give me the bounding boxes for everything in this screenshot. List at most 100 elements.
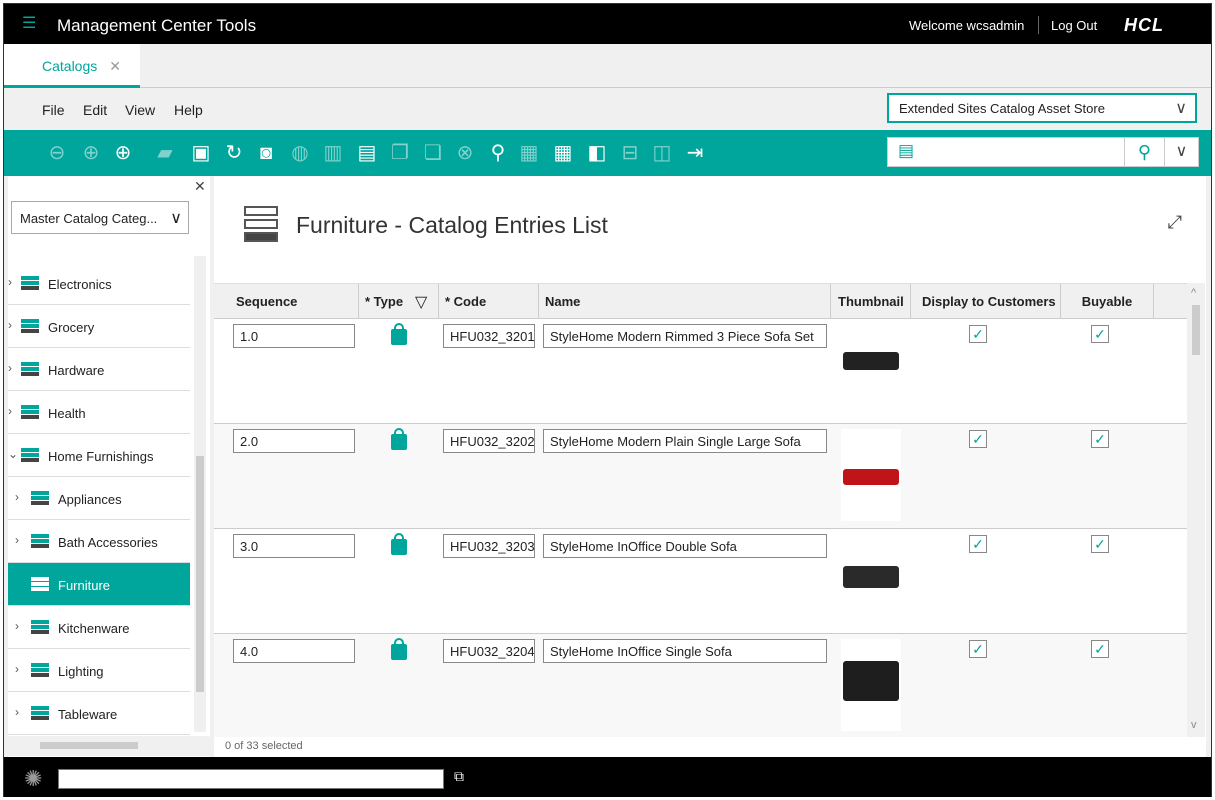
chevron-down-icon[interactable]: ⌄ [8,447,19,461]
column-display-to-customers[interactable]: Display to Customers [911,284,1061,319]
name-input[interactable]: StyleHome InOffice Double Sofa [543,534,827,558]
sequence-input[interactable]: 1.0 [233,324,355,348]
open-window-icon[interactable]: ⧉ [454,768,464,784]
tree-item[interactable]: › Hardware [8,348,190,391]
store-selector[interactable]: Extended Sites Catalog Asset Store ∨ [887,93,1197,123]
menu-icon[interactable]: ☰ [22,15,37,32]
forward-icon[interactable]: ⊕ [82,142,100,164]
table-row[interactable]: 2.0 HFU032_3202 StyleHome Modern Plain S… [214,424,1187,529]
chevron-right-icon[interactable]: › [15,533,19,547]
back-icon[interactable]: ⊖ [48,142,66,164]
preview-icon[interactable]: ▤ [357,142,377,164]
grid-vertical-scrollbar[interactable]: ^ v [1187,283,1205,737]
buyable-checkbox[interactable]: ✓ [1091,535,1109,553]
menu-edit[interactable]: Edit [83,102,108,118]
product-thumbnail[interactable] [841,324,901,416]
scroll-thumb[interactable] [196,456,204,692]
activity-icon[interactable]: ✺ [24,766,43,791]
column-buyable[interactable]: Buyable [1061,284,1154,319]
display-to-customers-checkbox[interactable]: ✓ [969,430,987,448]
tree-item[interactable]: ⌄ Home Furnishings [8,434,190,477]
new-icon[interactable]: ⊕ [114,142,132,164]
name-input[interactable]: StyleHome Modern Plain Single Large Sofa [543,429,827,453]
close-icon[interactable]: ✕ [109,58,121,74]
tree-item[interactable]: › Appliances [8,477,190,520]
message-input[interactable] [58,769,444,789]
table-row[interactable]: 3.0 HFU032_3203 StyleHome InOffice Doubl… [214,529,1187,634]
menu-file[interactable]: File [42,102,65,118]
catalog-filter-select[interactable]: Master Catalog Categ... ∨ [11,201,189,234]
close-icon[interactable]: ✕ [194,178,206,194]
table-list-icon[interactable]: ▦ [553,142,573,164]
table-row[interactable]: 4.0 HFU032_3204 StyleHome InOffice Singl… [214,634,1187,737]
tree-item[interactable]: › Bath Accessories [8,520,190,563]
stop-icon[interactable]: ◙ [259,142,273,164]
split-vertical-icon[interactable]: ◫ [652,142,672,164]
menu-help[interactable]: Help [174,102,203,118]
search-box[interactable]: ▤ ⚲ ∨ [887,137,1199,167]
column-type[interactable]: * Type ▽ [359,284,439,319]
code-input[interactable]: HFU032_3203 [443,534,535,558]
code-input[interactable]: HFU032_3202 [443,429,535,453]
copy-icon[interactable]: ❐ [391,142,409,164]
column-code[interactable]: * Code [439,284,539,319]
scroll-up-icon[interactable]: ^ [1191,287,1197,299]
display-to-customers-checkbox[interactable]: ✓ [969,640,987,658]
code-input[interactable]: HFU032_3204 [443,639,535,663]
table-icon[interactable]: ▦ [519,142,539,164]
tab-catalogs[interactable]: Catalogs ✕ [4,44,140,88]
buyable-checkbox[interactable]: ✓ [1091,640,1109,658]
save-icon[interactable]: ▣ [191,142,211,164]
table-row[interactable]: 1.0 HFU032_3201 StyleHome Modern Rimmed … [214,319,1187,424]
chevron-right-icon[interactable]: › [8,318,12,332]
expand-panel-icon[interactable]: ⇥ [686,142,704,164]
sequence-input[interactable]: 2.0 [233,429,355,453]
tree-vertical-scrollbar[interactable] [194,256,206,732]
sequence-input[interactable]: 4.0 [233,639,355,663]
name-input[interactable]: StyleHome InOffice Single Sofa [543,639,827,663]
grid-column-icon[interactable]: ▥ [323,142,343,164]
tree-item[interactable]: › Tableware [8,692,190,735]
sequence-input[interactable]: 3.0 [233,534,355,558]
tree-icon[interactable]: ◧ [587,142,607,164]
scroll-thumb[interactable] [40,742,138,749]
column-sequence[interactable]: Sequence [214,284,359,319]
chevron-right-icon[interactable]: › [15,490,19,504]
tree-horizontal-scrollbar[interactable] [8,736,210,756]
refresh-icon[interactable]: ↻ [225,142,243,164]
find-icon[interactable]: ⚲ [490,142,506,164]
open-folder-icon[interactable]: ▰ [157,142,173,164]
product-thumbnail[interactable] [841,639,901,731]
maximize-icon[interactable]: ⤢ [1167,212,1182,232]
tree-item[interactable]: › Grocery [8,305,190,348]
menu-view[interactable]: View [125,102,156,118]
chevron-right-icon[interactable]: › [8,275,12,289]
code-input[interactable]: HFU032_3201 [443,324,535,348]
tree-item[interactable]: › Electronics [8,262,190,305]
search-icon[interactable]: ⚲ [1124,138,1164,166]
chevron-right-icon[interactable]: › [15,619,19,633]
globe-icon[interactable]: ◍ [291,142,309,164]
split-horizontal-icon[interactable]: ⊟ [621,142,639,164]
display-to-customers-checkbox[interactable]: ✓ [969,325,987,343]
buyable-checkbox[interactable]: ✓ [1091,325,1109,343]
chevron-right-icon[interactable]: › [15,662,19,676]
tree-item[interactable]: › Lighting [8,649,190,692]
filter-icon[interactable]: ▽ [415,294,428,311]
tree-item[interactable]: Furniture [8,563,190,606]
product-thumbnail[interactable] [841,534,901,626]
scroll-thumb[interactable] [1192,305,1200,355]
column-name[interactable]: Name [539,284,831,319]
catalog-search-type-icon[interactable]: ▤ [898,141,915,160]
tree-item[interactable]: › Kitchenware [8,606,190,649]
chevron-right-icon[interactable]: › [15,705,19,719]
buyable-checkbox[interactable]: ✓ [1091,430,1109,448]
chevron-down-icon[interactable]: ∨ [1164,138,1198,166]
chevron-right-icon[interactable]: › [8,404,12,418]
display-to-customers-checkbox[interactable]: ✓ [969,535,987,553]
scroll-down-icon[interactable]: v [1191,719,1197,731]
tree-item[interactable]: › Health [8,391,190,434]
paste-icon[interactable]: ❏ [424,142,442,164]
name-input[interactable]: StyleHome Modern Rimmed 3 Piece Sofa Set [543,324,827,348]
product-thumbnail[interactable] [841,429,901,521]
